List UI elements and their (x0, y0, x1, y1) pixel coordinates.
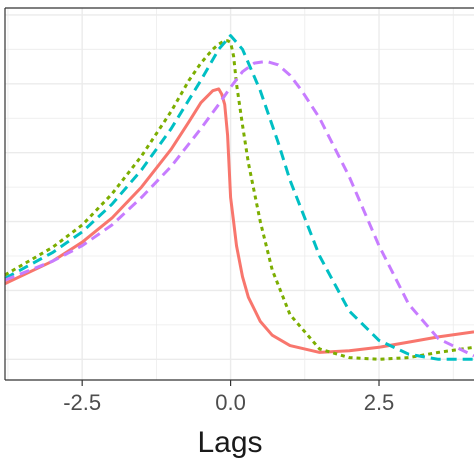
series-line-1 (4, 87, 474, 354)
series-line-2 (4, 39, 474, 361)
series-line-4 (4, 59, 474, 358)
x-tick-label: 0.0 (215, 390, 246, 415)
x-axis-title: Lags (197, 426, 262, 459)
panel-background (5, 8, 474, 380)
panel-border (4, 7, 474, 381)
series-line-3 (4, 34, 474, 361)
grid-lines (5, 8, 474, 380)
plot-panel (5, 8, 474, 380)
x-axis-ticks: -2.5 0.0 2.5 (63, 380, 394, 415)
x-tick-label: 2.5 (364, 390, 395, 415)
x-tick-label: -2.5 (63, 390, 101, 415)
series-lines (4, 34, 474, 361)
